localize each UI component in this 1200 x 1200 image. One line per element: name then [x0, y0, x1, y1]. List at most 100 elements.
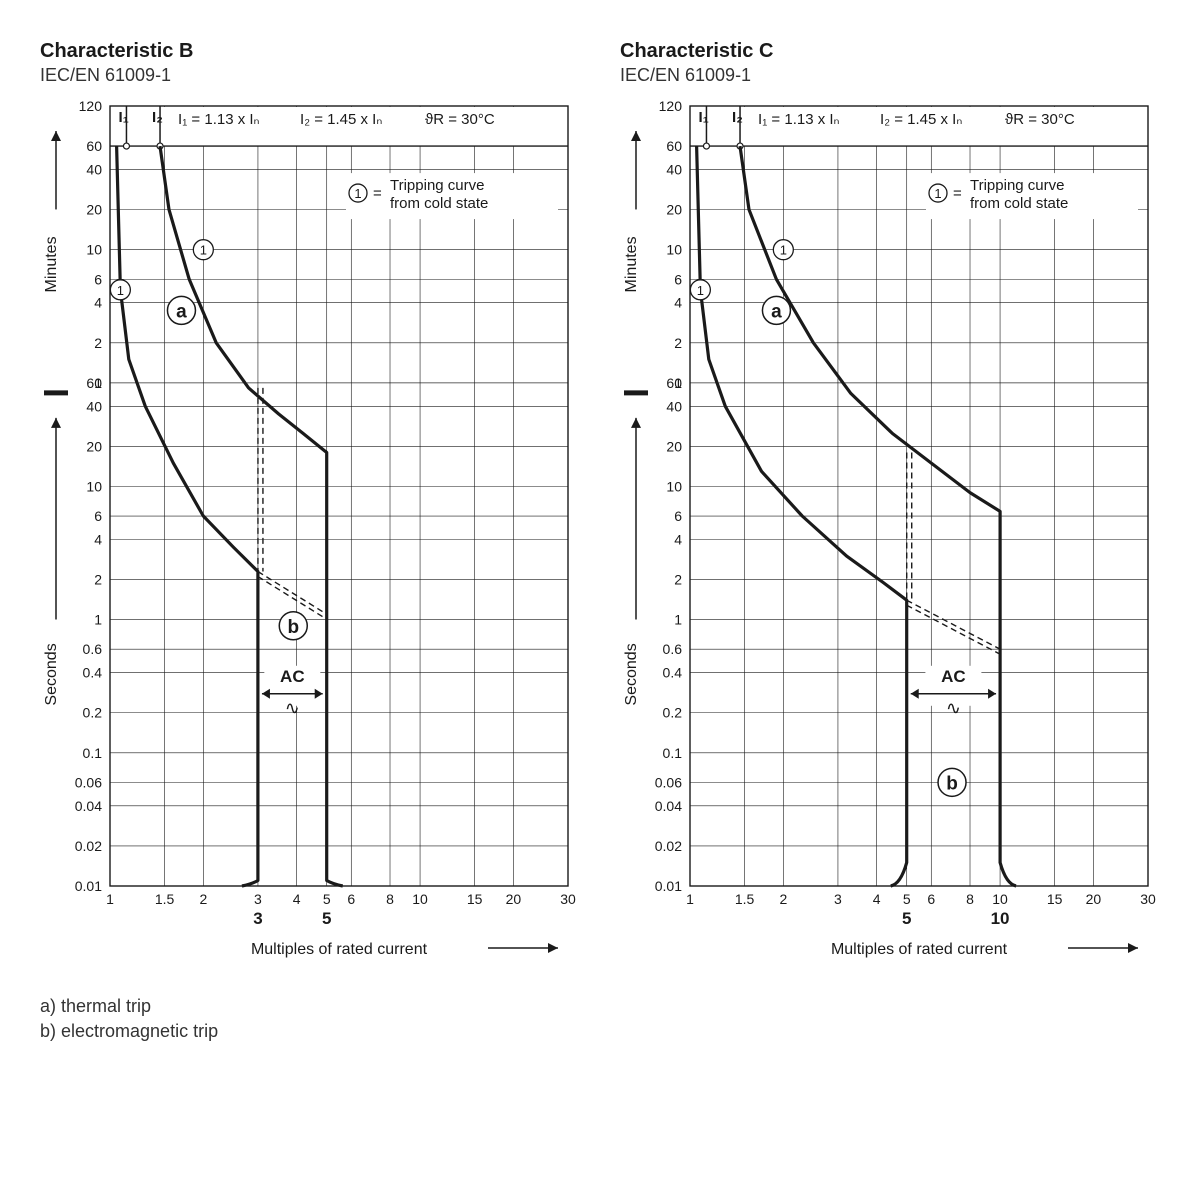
svg-text:30: 30: [560, 891, 576, 907]
svg-text:20: 20: [506, 891, 522, 907]
svg-text:10: 10: [412, 891, 428, 907]
svg-text:I₂ = 1.45 x Iₙ: I₂ = 1.45 x Iₙ: [880, 111, 962, 128]
svg-text:∿: ∿: [285, 698, 300, 718]
svg-text:0.01: 0.01: [75, 878, 102, 894]
svg-text:1: 1: [780, 243, 787, 258]
svg-text:1.5: 1.5: [155, 891, 175, 907]
svg-text:20: 20: [1086, 891, 1102, 907]
chart-c-block: Characteristic C IEC/EN 61009-1 I₁I₂I₁ =…: [620, 40, 1160, 966]
svg-text:AC: AC: [941, 667, 966, 686]
svg-text:6: 6: [94, 508, 102, 524]
svg-text:b: b: [287, 617, 299, 638]
svg-text:2: 2: [94, 335, 102, 351]
svg-text:ϑR = 30°C: ϑR = 30°C: [1005, 111, 1075, 128]
svg-text:0.06: 0.06: [655, 774, 682, 790]
svg-text:2: 2: [199, 891, 207, 907]
svg-text:from cold state: from cold state: [970, 195, 1068, 212]
svg-text:8: 8: [386, 891, 394, 907]
svg-text:5: 5: [322, 909, 331, 928]
chart-c-title: Characteristic C: [620, 40, 1160, 63]
svg-text:Multiples of rated current: Multiples of rated current: [831, 941, 1008, 958]
svg-text:1: 1: [674, 612, 682, 628]
svg-text:15: 15: [1047, 891, 1063, 907]
footer-legend: a) thermal trip b) electromagnetic trip: [40, 996, 1160, 1042]
chart-c-svg: I₁I₂I₁ = 1.13 x IₙI₂ = 1.45 x IₙϑR = 30°…: [620, 96, 1160, 966]
svg-text:6: 6: [927, 891, 935, 907]
svg-text:4: 4: [94, 295, 102, 311]
svg-text:60: 60: [86, 138, 102, 154]
svg-text:6: 6: [94, 271, 102, 287]
svg-text:0.2: 0.2: [663, 705, 683, 721]
footer-a: a) thermal trip: [40, 996, 1160, 1017]
svg-text:0.1: 0.1: [663, 745, 683, 761]
svg-text:1: 1: [354, 186, 361, 201]
svg-text:20: 20: [666, 202, 682, 218]
svg-text:2: 2: [779, 891, 787, 907]
svg-text:=: =: [373, 185, 382, 202]
chart-b-subtitle: IEC/EN 61009-1: [40, 65, 580, 86]
svg-text:5: 5: [323, 891, 331, 907]
svg-text:Multiples of rated current: Multiples of rated current: [251, 941, 428, 958]
svg-text:I₁ = 1.13 x Iₙ: I₁ = 1.13 x Iₙ: [178, 111, 260, 128]
svg-text:4: 4: [94, 531, 102, 547]
charts-row: Characteristic B IEC/EN 61009-1 I₁ I₂ I₁ =…: [40, 40, 1160, 966]
svg-text:ϑR = 30°C: ϑR = 30°C: [425, 111, 495, 128]
svg-text:20: 20: [86, 438, 102, 454]
svg-text:4: 4: [293, 891, 301, 907]
footer-b: b) electromagnetic trip: [40, 1021, 1160, 1042]
svg-text:0.1: 0.1: [83, 745, 103, 761]
svg-text:5: 5: [902, 909, 911, 928]
svg-text:3: 3: [834, 891, 842, 907]
chart-b-svg: I₁ I₂ I₁ = 1.13 x Iₙ I₂ = 1.45 x Iₙ ϑR = 30°…: [40, 96, 580, 966]
svg-text:6: 6: [674, 508, 682, 524]
svg-text:2: 2: [674, 335, 682, 351]
svg-text:Tripping curve: Tripping curve: [390, 177, 484, 194]
svg-text:1: 1: [674, 375, 682, 391]
svg-text:0.01: 0.01: [655, 878, 682, 894]
svg-text:I₁ = 1.13 x Iₙ: I₁ = 1.13 x Iₙ: [758, 111, 840, 128]
svg-text:0.04: 0.04: [75, 798, 102, 814]
svg-text:I₂: I₂: [152, 109, 163, 126]
svg-text:10: 10: [666, 242, 682, 258]
svg-text:30: 30: [1140, 891, 1156, 907]
svg-text:1: 1: [94, 612, 102, 628]
svg-text:I₁: I₁: [118, 109, 128, 126]
svg-text:AC: AC: [280, 667, 305, 686]
svg-text:Minutes: Minutes: [623, 236, 640, 292]
svg-text:2: 2: [674, 572, 682, 588]
svg-text:2: 2: [94, 572, 102, 588]
svg-text:10: 10: [86, 479, 102, 495]
svg-text:∿: ∿: [946, 698, 961, 718]
svg-text:1: 1: [200, 243, 207, 258]
svg-text:10: 10: [992, 891, 1008, 907]
svg-text:4: 4: [873, 891, 881, 907]
svg-text:6: 6: [674, 271, 682, 287]
svg-text:0.04: 0.04: [655, 798, 682, 814]
svg-text:20: 20: [666, 438, 682, 454]
svg-text:10: 10: [991, 909, 1010, 928]
svg-text:4: 4: [674, 531, 682, 547]
svg-text:15: 15: [467, 891, 483, 907]
chart-c-subtitle: IEC/EN 61009-1: [620, 65, 1160, 86]
svg-text:20: 20: [86, 202, 102, 218]
svg-text:I₂ = 1.45 x Iₙ: I₂ = 1.45 x Iₙ: [300, 111, 382, 128]
svg-text:40: 40: [86, 398, 102, 414]
svg-text:40: 40: [86, 162, 102, 178]
svg-text:0.4: 0.4: [663, 665, 683, 681]
svg-text:4: 4: [674, 295, 682, 311]
svg-text:3: 3: [253, 909, 262, 928]
svg-text:0.2: 0.2: [83, 705, 103, 721]
svg-text:a: a: [771, 301, 782, 322]
svg-text:1: 1: [117, 283, 124, 298]
svg-text:1: 1: [686, 891, 694, 907]
svg-text:0.06: 0.06: [75, 774, 102, 790]
svg-text:120: 120: [79, 98, 103, 114]
chart-b-block: Characteristic B IEC/EN 61009-1 I₁ I₂ I₁ =…: [40, 40, 580, 966]
svg-text:I₂: I₂: [732, 109, 743, 126]
svg-text:0.4: 0.4: [83, 665, 103, 681]
chart-b-title: Characteristic B: [40, 40, 580, 63]
svg-text:1: 1: [934, 186, 941, 201]
page: Characteristic B IEC/EN 61009-1 I₁ I₂ I₁ =…: [40, 40, 1160, 1042]
svg-text:Tripping curve: Tripping curve: [970, 177, 1064, 194]
svg-text:40: 40: [666, 162, 682, 178]
